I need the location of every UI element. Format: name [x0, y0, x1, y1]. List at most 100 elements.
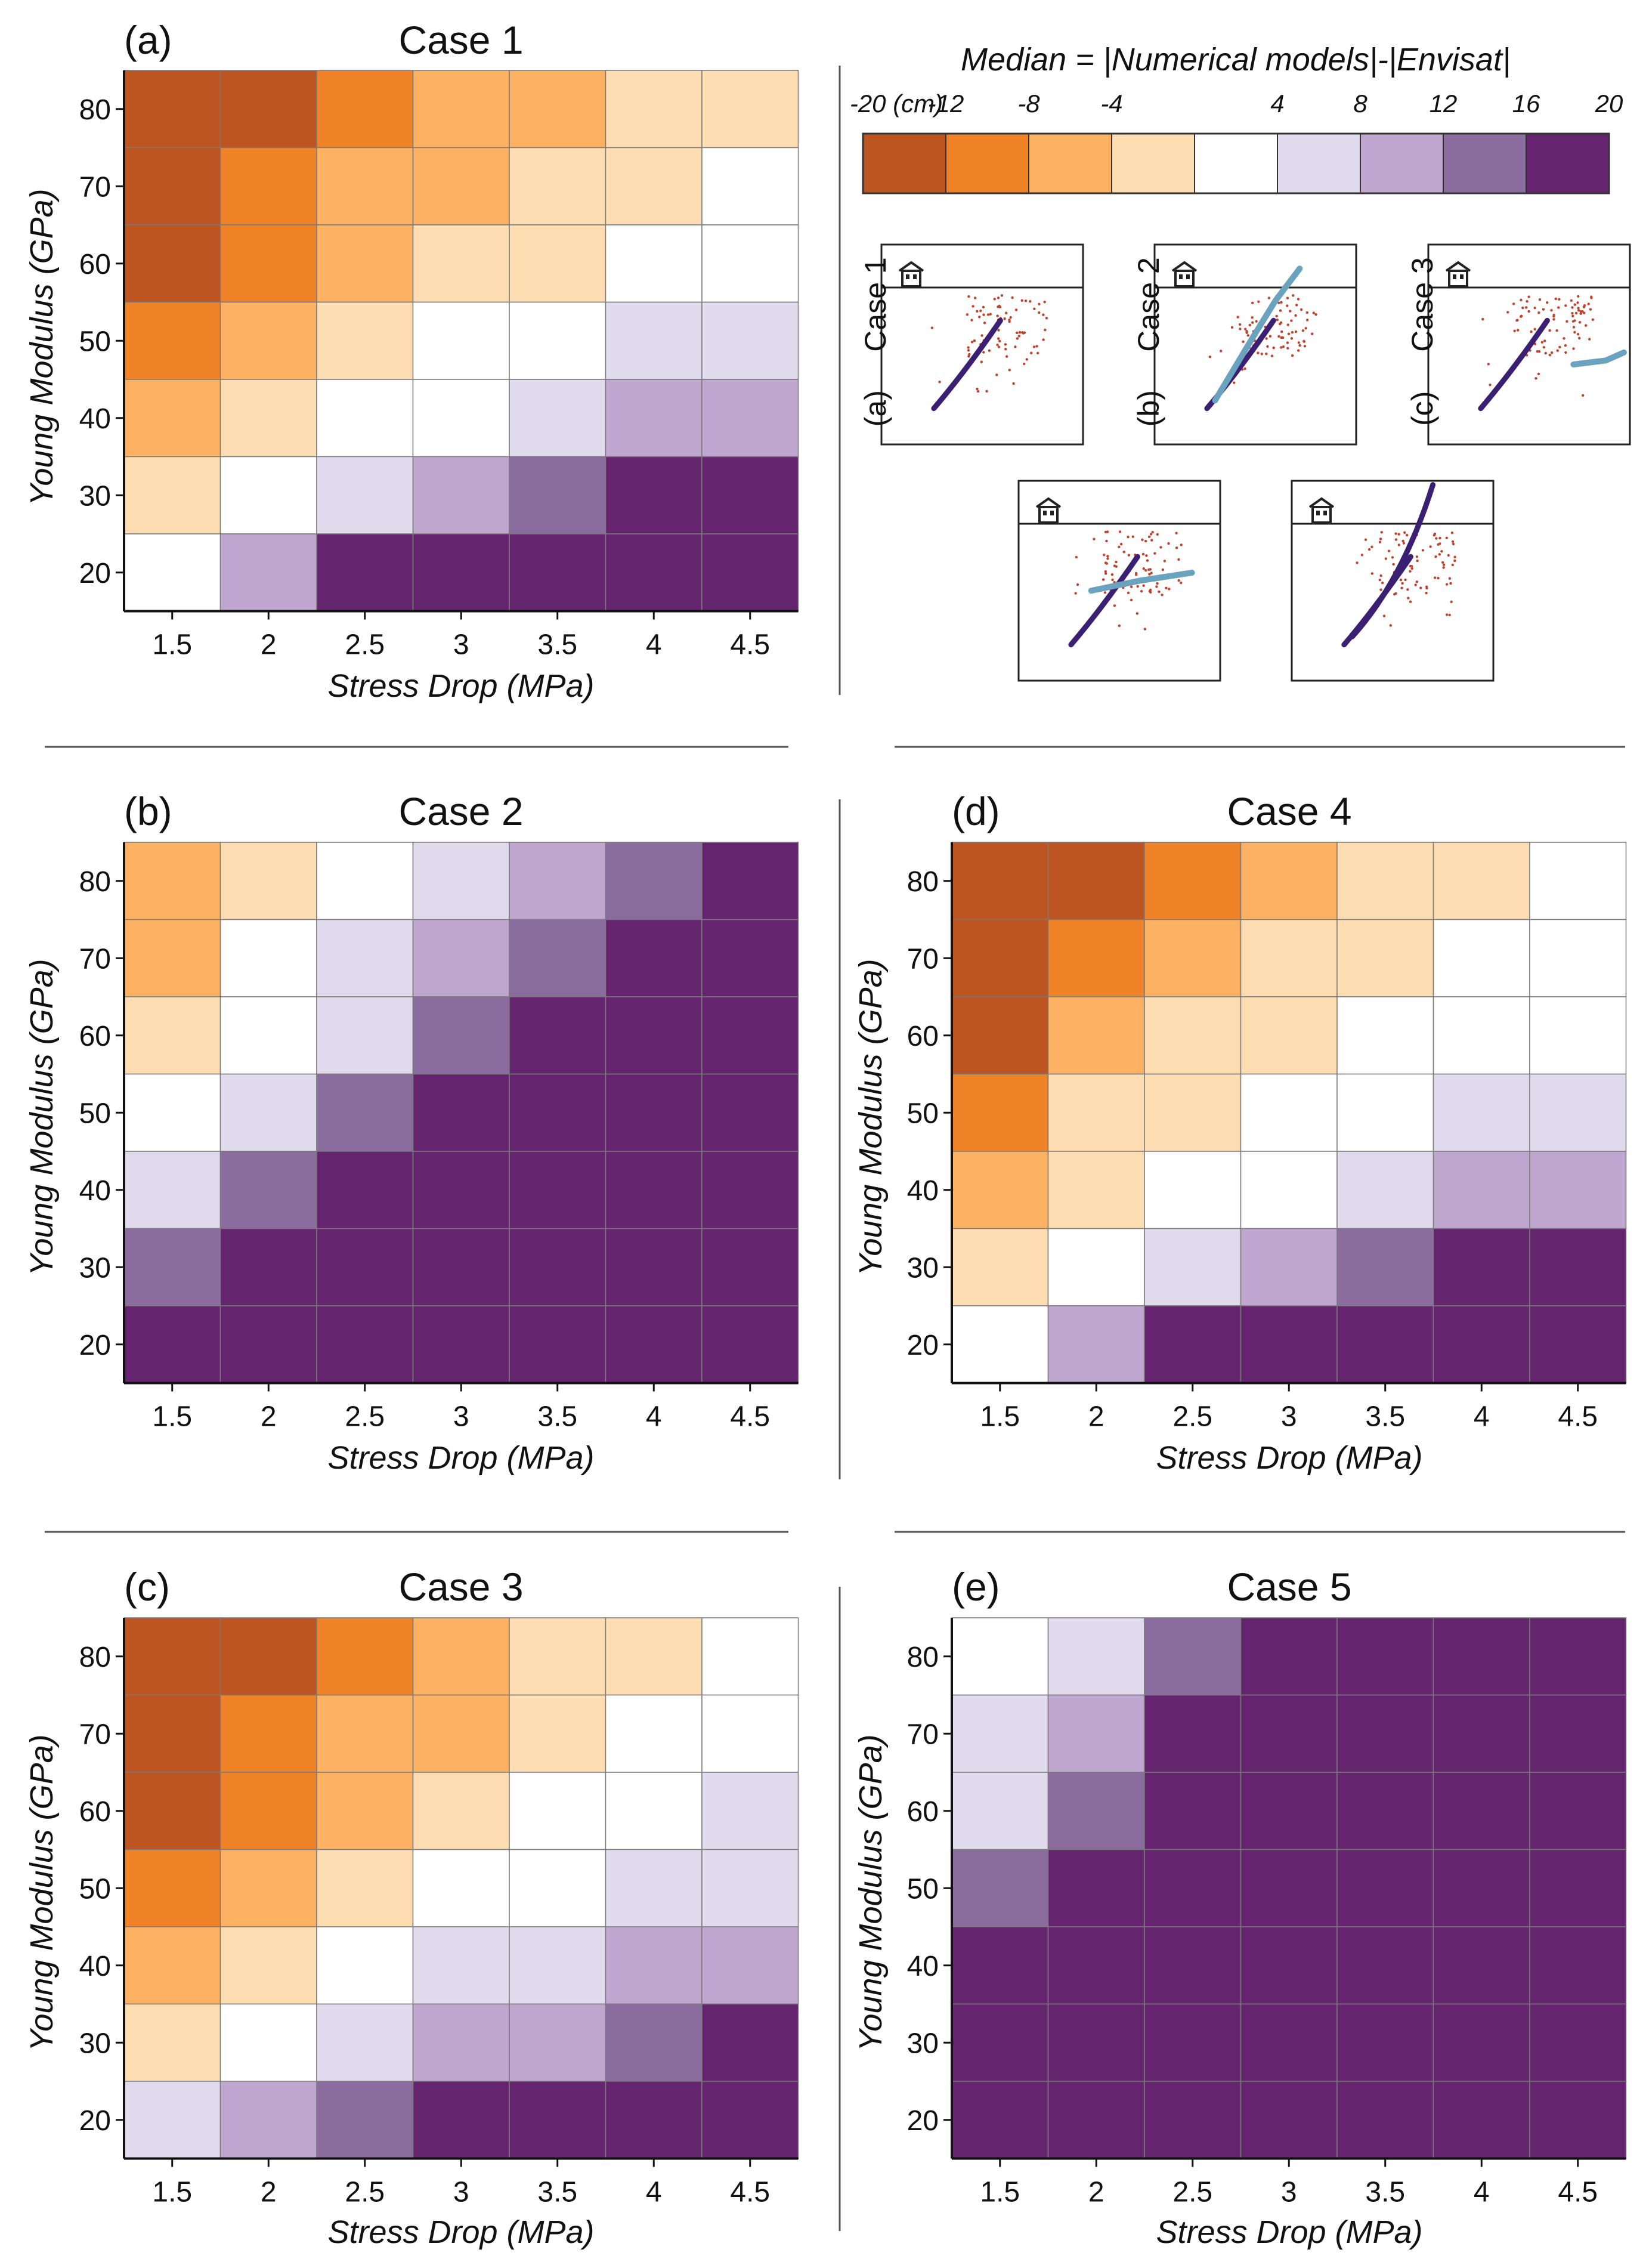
heatmap-cell [1240, 842, 1338, 920]
x-tick-label: 3.5 [1365, 1401, 1405, 1433]
heatmap-panel-case-3: (c) Case 3 Stress Drop (MPa) Young Modul… [24, 1565, 799, 2250]
heatmap-cell [701, 1926, 799, 2005]
heatmap-cell [412, 996, 510, 1075]
heatmap-cell [605, 379, 703, 458]
heatmap-cell [412, 301, 510, 380]
heatmap-cell [1047, 1305, 1145, 1384]
y-tick-label: 70 [79, 1719, 111, 1750]
heatmap-cell [1336, 1151, 1434, 1229]
heatmap-cell [1047, 1772, 1145, 1850]
heatmap-cell [1336, 1694, 1434, 1773]
colorbar-segment [1277, 133, 1361, 194]
heatmap-cell [316, 1694, 414, 1773]
x-axis-label: Stress Drop (MPa) [1156, 2214, 1422, 2250]
x-tick-label: 2.5 [1172, 1401, 1212, 1433]
y-tick-label: 80 [907, 866, 939, 898]
heatmap-cell [1529, 996, 1627, 1075]
x-tick-label: 1.5 [152, 2177, 192, 2208]
colorbar-tick-label: 12 [1430, 89, 1458, 118]
heatmap-cell [701, 996, 799, 1075]
y-tick-label: 20 [907, 1330, 939, 1361]
heatmap-cell [1336, 1228, 1434, 1306]
heatmap-cell [1047, 1926, 1145, 2005]
x-tick-label: 3 [1281, 1401, 1297, 1433]
x-axis-label: Stress Drop (MPa) [327, 1440, 594, 1476]
heatmap-cell [123, 1151, 221, 1229]
separators [45, 66, 1625, 2231]
colorbar-segment [862, 133, 946, 194]
heatmap-cell [509, 1694, 607, 1773]
heatmap-cell [1529, 1772, 1627, 1850]
heatmap-cell [1144, 1772, 1242, 1850]
colorbar-tick-label: -8 [1017, 89, 1040, 118]
heatmap-cell [1144, 1073, 1242, 1152]
heatmap-cell [509, 1849, 607, 1927]
heatmap-cell [1144, 842, 1242, 920]
heatmap-cell [1529, 2003, 1627, 2082]
heatmap-panel-case-5: (e) Case 5 Stress Drop (MPa) Young Modul… [853, 1565, 1627, 2250]
heatmap-cell [701, 2003, 799, 2082]
heatmap-cell [1529, 1849, 1627, 1927]
heatmap-cell [605, 1772, 703, 1850]
heatmap-cell [1047, 1228, 1145, 1306]
heatmap-cell [1047, 842, 1145, 920]
house-icon [1171, 261, 1198, 288]
heatmap-cell [951, 1228, 1049, 1306]
heatmap-cell [219, 1073, 317, 1152]
heatmap-cell [1240, 1228, 1338, 1306]
heatmap-cell [951, 1305, 1049, 1384]
heatmap-cell [605, 1228, 703, 1306]
heatmap-cell [701, 1073, 799, 1152]
heatmap-cell [1432, 1151, 1530, 1229]
heatmap-cell [1432, 996, 1530, 1075]
heatmap-cell [1240, 1305, 1338, 1384]
x-tick-label: 3 [1281, 2177, 1297, 2208]
heatmap-cell [316, 996, 414, 1075]
y-tick-label: 60 [79, 1796, 111, 1828]
x-tick-label: 4 [646, 629, 662, 661]
colorbar-segment [1526, 133, 1610, 194]
heatmap-cell [316, 147, 414, 225]
splay-fault-line [1570, 349, 1627, 367]
heatmap-cell [605, 70, 703, 149]
heatmap-cell [316, 456, 414, 534]
y-tick-label: 40 [79, 1951, 111, 1982]
heatmap-cell [219, 147, 317, 225]
heatmap-cell [509, 1073, 607, 1152]
heatmap-cell [316, 1228, 414, 1306]
heatmap-cell [1240, 1772, 1338, 1850]
heatmap-cell [701, 224, 799, 303]
heatmap-cell [412, 2081, 510, 2159]
heatmap-cell [412, 456, 510, 534]
heatmap-cell [123, 1228, 221, 1306]
heatmap-cell [605, 456, 703, 534]
heatmap-cell [123, 1305, 221, 1384]
colorbar-tick-label: 4 [1270, 89, 1284, 118]
panel-label: (a) [124, 18, 172, 62]
fault-diagram-case-label: Case 2 [1132, 257, 1165, 351]
heatmap-cell [1240, 919, 1338, 997]
heatmap-cell [412, 224, 510, 303]
heatmap-cell [123, 1617, 221, 1696]
heatmap-panel-case-1: (a) Case 1 Stress Drop (MPa) Young Modul… [24, 18, 799, 704]
heatmap-cell [1529, 2081, 1627, 2159]
heatmap-cell [605, 301, 703, 380]
heatmap-cell [123, 224, 221, 303]
x-tick-label: 4.5 [1558, 1401, 1598, 1433]
heatmap-cell [316, 1073, 414, 1152]
heatmap-cell [123, 919, 221, 997]
heatmap-cell [412, 70, 510, 149]
heatmap-cell [509, 2081, 607, 2159]
fault-diagram: Case 3 (c) [1406, 243, 1631, 446]
heatmap-cell [605, 1617, 703, 1696]
heatmap-cell [316, 842, 414, 920]
heatmap-cell [509, 2003, 607, 2082]
x-tick-label: 4 [1474, 2177, 1490, 2208]
heatmap-cell [1336, 996, 1434, 1075]
main-fault-line [1068, 554, 1140, 648]
heatmap-cell [605, 1073, 703, 1152]
heatmap-cell [1047, 2003, 1145, 2082]
heatmap-cell [1144, 1305, 1242, 1384]
house-icon [1035, 497, 1062, 524]
heatmap-cell [701, 1694, 799, 1773]
